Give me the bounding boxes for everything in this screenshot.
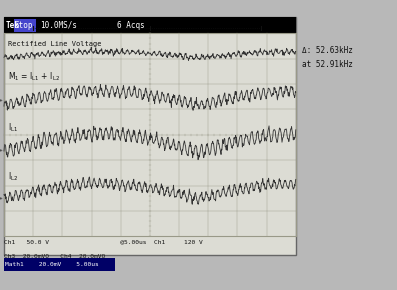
Text: 6 Acqs: 6 Acqs <box>117 21 145 30</box>
Text: Rectified Line Voltage: Rectified Line Voltage <box>8 41 102 47</box>
Text: Δ: 52.63kHz: Δ: 52.63kHz <box>302 46 353 55</box>
Text: Math1    20.0mV    5.00us: Math1 20.0mV 5.00us <box>5 262 99 267</box>
Bar <box>4 17 296 33</box>
Text: at 52.91kHz: at 52.91kHz <box>302 60 353 69</box>
Text: I$_{\mathrm{L1}}$: I$_{\mathrm{L1}}$ <box>8 121 18 134</box>
Bar <box>4 17 296 255</box>
Text: Stop: Stop <box>15 21 33 30</box>
Text: Tek: Tek <box>6 21 20 30</box>
Bar <box>14 19 36 32</box>
Text: 3+: 3+ <box>0 196 3 201</box>
Text: Ch1   50.0 V                   @5.00us  Ch1     120 V: Ch1 50.0 V @5.00us Ch1 120 V <box>4 239 203 244</box>
Text: 1+: 1+ <box>0 98 3 103</box>
Text: 4+: 4+ <box>0 148 3 153</box>
Bar <box>4 258 115 271</box>
Text: I$_{\mathrm{L2}}$: I$_{\mathrm{L2}}$ <box>8 170 18 183</box>
Text: M$_1$ = I$_{\mathrm{L1}}$ + I$_{\mathrm{L2}}$: M$_1$ = I$_{\mathrm{L1}}$ + I$_{\mathrm{… <box>8 70 60 83</box>
Text: 10.0MS/s: 10.0MS/s <box>40 21 77 30</box>
Text: Ch3  20.0mVO   Ch4  20.0mVO: Ch3 20.0mVO Ch4 20.0mVO <box>4 254 105 259</box>
